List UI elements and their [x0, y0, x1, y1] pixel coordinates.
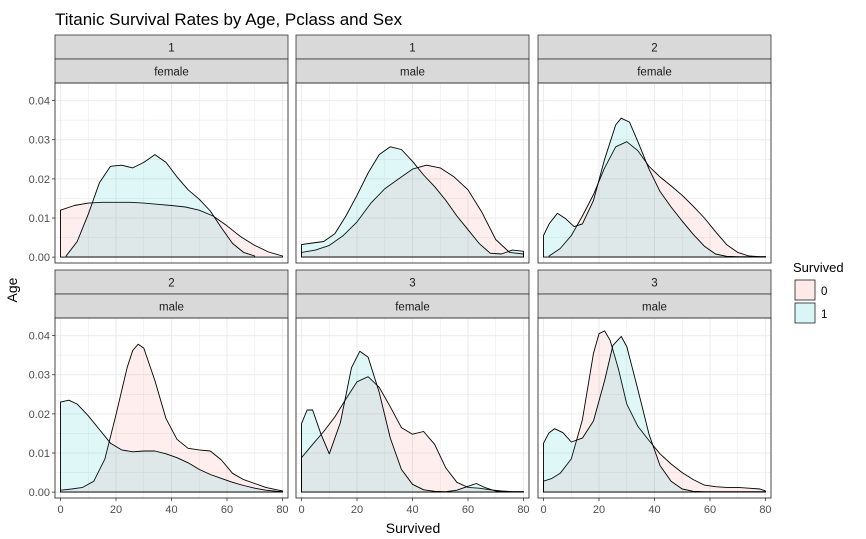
- density-area-survived-1: [301, 146, 524, 258]
- facet-panel: 2 male 0.00 0.01 0.02 0.03 0.04 0 20 40 60 80: [29, 269, 289, 516]
- y-tick-label: 0.00: [29, 487, 50, 499]
- x-tick-label: 0: [540, 504, 546, 516]
- x-tick-label: 40: [165, 504, 177, 516]
- facet-strip-sex-label: male: [642, 302, 667, 314]
- facet-strip-pclass-label: 1: [168, 43, 174, 55]
- panel-border: [54, 82, 289, 264]
- facet-strip-sex-label: female: [637, 67, 672, 79]
- facet-strip-pclass-label: 2: [651, 43, 657, 55]
- density-area-survived-0: [301, 164, 524, 258]
- density-area-survived-1: [543, 117, 766, 258]
- facet-strip-sex: [54, 293, 289, 319]
- legend-label-0: 0: [821, 286, 827, 298]
- density-area-survived-1: [301, 350, 524, 493]
- x-tick-label: 80: [517, 504, 529, 516]
- chart-title: Titanic Survival Rates by Age, Pclass an…: [55, 10, 403, 29]
- y-tick-label: 0.02: [29, 174, 50, 186]
- facet-grid: 1female0.000.010.020.030.041male2female2…: [29, 34, 772, 516]
- y-tick-label: 0.04: [29, 331, 50, 343]
- facet-panel: 1 female 0.00 0.01 0.02 0.03 0.04: [29, 34, 289, 264]
- density-area-survived-1: [65, 154, 256, 258]
- facet-panel: 2 female: [537, 34, 772, 264]
- facet-panel: 3 female 0 20 40 60 80: [295, 269, 530, 516]
- y-tick-label: 0.00: [29, 252, 50, 264]
- x-tick-label: 0: [57, 504, 63, 516]
- facet-strip-pclass: [54, 34, 289, 60]
- facet-strip-sex: [537, 58, 772, 84]
- legend: Survived 0 1: [793, 260, 844, 324]
- facet-strip-sex-label: male: [159, 302, 184, 314]
- facet-strip-pclass-label: 3: [409, 278, 415, 290]
- y-tick-label: 0.04: [29, 96, 50, 108]
- x-tick-label: 20: [351, 504, 363, 516]
- x-tick-label: 40: [406, 504, 418, 516]
- x-tick-label: 60: [704, 504, 716, 516]
- legend-title: Survived: [793, 260, 844, 275]
- x-tick-label: 60: [462, 504, 474, 516]
- density-area-survived-0: [548, 141, 766, 258]
- x-tick-label: 60: [221, 504, 233, 516]
- density-area-survived-1: [60, 399, 283, 493]
- x-axis-title: Survived: [386, 520, 440, 536]
- y-tick-label: 0.03: [29, 135, 50, 147]
- y-tick-label: 0.03: [29, 370, 50, 382]
- facet-panel: 1 male: [295, 34, 530, 264]
- y-tick-label: 0.02: [29, 409, 50, 421]
- density-area-survived-0: [543, 330, 766, 493]
- facet-strip-pclass-label: 2: [168, 278, 174, 290]
- facet-strip-sex: [537, 293, 772, 319]
- facet-strip-pclass: [295, 34, 530, 60]
- facet-panel: 3 male 0 20 40 60 80: [537, 269, 772, 516]
- legend-key-1: [794, 302, 816, 324]
- density-area-survived-0: [60, 343, 283, 493]
- y-tick-label: 0.01: [29, 448, 50, 460]
- legend-label-1: 1: [821, 309, 827, 321]
- facet-strip-sex-label: female: [154, 67, 189, 79]
- x-tick-label: 20: [593, 504, 605, 516]
- panel-border: [537, 82, 772, 264]
- density-area-survived-0: [60, 201, 283, 258]
- facet-strip-sex-label: female: [395, 302, 430, 314]
- legend-key-0: [794, 279, 816, 301]
- y-axis-title: Age: [4, 277, 20, 302]
- facet-strip-pclass-label: 3: [651, 278, 657, 290]
- facet-strip-pclass-label: 1: [409, 43, 415, 55]
- x-tick-label: 40: [648, 504, 660, 516]
- facet-strip-sex: [54, 58, 289, 84]
- x-tick-label: 0: [298, 504, 304, 516]
- panel-border: [295, 82, 530, 264]
- density-area-survived-1: [543, 335, 766, 493]
- y-tick-label: 0.01: [29, 213, 50, 225]
- facet-strip-pclass: [537, 34, 772, 60]
- facet-strip-sex: [295, 58, 530, 84]
- x-tick-label: 80: [276, 504, 288, 516]
- x-tick-label: 80: [759, 504, 771, 516]
- facet-strip-sex-label: male: [400, 67, 425, 79]
- x-tick-label: 20: [110, 504, 122, 516]
